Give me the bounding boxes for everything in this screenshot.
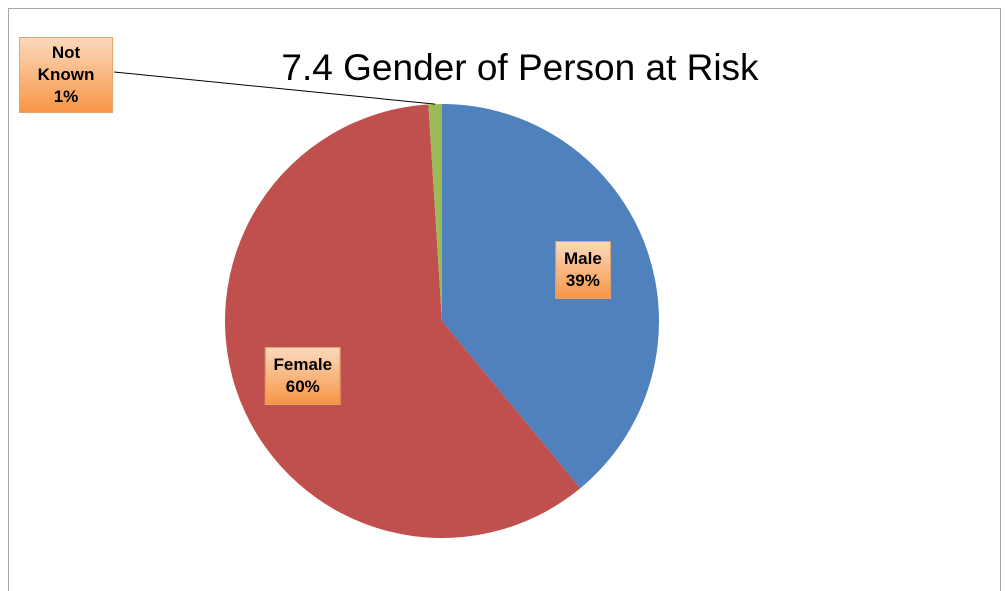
chart-title: 7.4 Gender of Person at Risk (281, 47, 759, 88)
data-label-value: 1% (53, 87, 79, 106)
data-label-category: Not Known (37, 43, 95, 84)
data-label: Not Known 1% (19, 37, 113, 113)
leader-line (113, 71, 436, 105)
pie-slice (428, 104, 442, 321)
data-label: Male 39% (554, 241, 611, 300)
data-label-value: 39% (565, 271, 600, 291)
pie-slice (442, 104, 659, 489)
data-label-category: Male (563, 249, 602, 269)
data-label-value: 60% (285, 377, 320, 397)
data-label: Female 60% (264, 347, 342, 406)
pie-slice (224, 104, 581, 539)
data-label-category: Female (273, 355, 333, 375)
